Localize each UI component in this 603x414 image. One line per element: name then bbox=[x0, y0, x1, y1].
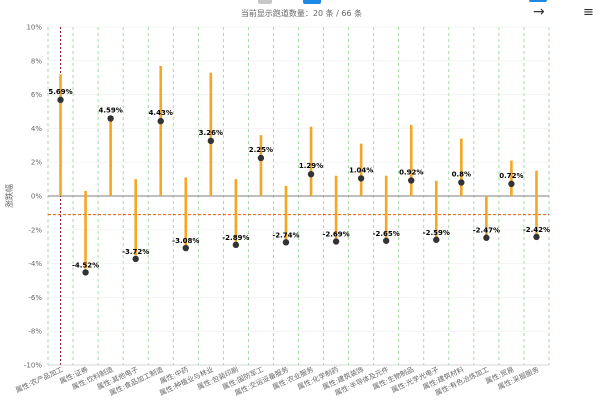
range-bar bbox=[234, 179, 238, 244]
top-toolbar: 当前显示跑道数量：20 条 / 66 条 → ≡ bbox=[0, 0, 603, 22]
data-point bbox=[483, 234, 490, 241]
range-bar bbox=[259, 135, 263, 196]
data-point bbox=[458, 179, 465, 186]
data-label: -2.69% bbox=[322, 230, 349, 238]
data-label: 2.25% bbox=[249, 146, 273, 154]
range-bar bbox=[209, 72, 213, 196]
range-bar bbox=[460, 138, 463, 196]
data-labels: 5.69% -4.52% 4.59% -3.72% 4.43% -3.08% 3.26% -2… bbox=[48, 88, 550, 270]
y-axis: -10% -8% -6% -4% -2% 0% 2% 4% 6% 8% 10% bbox=[24, 24, 42, 370]
arrow-right-icon[interactable]: → bbox=[533, 4, 545, 20]
range-bar bbox=[384, 175, 388, 240]
range-bar bbox=[510, 160, 513, 196]
data-label: -2.42% bbox=[523, 226, 550, 234]
y-tick-label: 0% bbox=[31, 193, 42, 201]
data-label: 0.8% bbox=[452, 170, 471, 178]
data-point bbox=[207, 137, 215, 145]
y-tick-label: -8% bbox=[28, 328, 42, 336]
data-label: -2.65% bbox=[373, 230, 400, 238]
range-bars bbox=[59, 65, 538, 269]
range-bar bbox=[434, 180, 438, 239]
data-label: 0.92% bbox=[399, 168, 423, 176]
y-tick-label: -6% bbox=[28, 294, 42, 302]
data-point bbox=[157, 117, 164, 125]
range-bar bbox=[359, 143, 363, 196]
data-point bbox=[282, 239, 290, 246]
data-point bbox=[533, 233, 540, 241]
y-tick-label: -10% bbox=[24, 362, 42, 370]
data-label: -3.08% bbox=[172, 237, 199, 245]
data-point bbox=[332, 238, 340, 245]
hamburger-menu-icon[interactable]: ≡ bbox=[583, 5, 594, 20]
data-point bbox=[232, 241, 240, 249]
data-point bbox=[57, 96, 64, 104]
range-bar bbox=[184, 177, 188, 247]
range-bar bbox=[309, 126, 313, 196]
y-tick-label: 10% bbox=[26, 24, 42, 32]
y-tick-label: -2% bbox=[28, 226, 42, 234]
data-label: 1.04% bbox=[349, 166, 373, 174]
data-point bbox=[182, 244, 189, 252]
data-label: -2.89% bbox=[222, 234, 249, 242]
data-label: 4.43% bbox=[149, 109, 173, 117]
range-bar bbox=[334, 175, 338, 239]
range-bar bbox=[159, 65, 163, 197]
data-label: -4.52% bbox=[72, 261, 99, 269]
data-point bbox=[508, 180, 515, 188]
y-tick-label: 6% bbox=[31, 91, 42, 99]
data-point bbox=[257, 154, 265, 162]
data-label: -2.74% bbox=[272, 231, 299, 239]
data-point bbox=[433, 236, 440, 243]
data-label: 4.59% bbox=[98, 106, 122, 114]
range-bar bbox=[485, 196, 488, 237]
y-tick-label: 2% bbox=[31, 159, 42, 167]
range-bar bbox=[109, 116, 112, 196]
data-label: 3.26% bbox=[199, 129, 223, 137]
data-point bbox=[307, 170, 315, 178]
range-bar bbox=[134, 179, 137, 256]
data-label: -3.72% bbox=[122, 248, 149, 256]
data-label: 5.69% bbox=[48, 88, 72, 96]
y-axis-title: 涨跌幅 bbox=[4, 184, 14, 208]
data-point bbox=[82, 269, 89, 276]
toolbar-button-blue-right[interactable] bbox=[529, 0, 547, 2]
range-bar bbox=[284, 185, 288, 240]
x-axis: 属性:农产品加工属性:证券属性:饮料制造属性:其他电子属性:食品加工制造属性:中… bbox=[14, 364, 549, 397]
toolbar-button-grey[interactable] bbox=[258, 0, 272, 4]
y-tick-label: 8% bbox=[31, 57, 42, 65]
y-tick-label: 4% bbox=[31, 125, 42, 133]
data-label: 0.72% bbox=[499, 172, 523, 180]
data-point bbox=[382, 237, 390, 244]
range-bar bbox=[409, 125, 413, 196]
data-points bbox=[57, 96, 540, 276]
data-label: 1.29% bbox=[299, 162, 323, 170]
range-bar bbox=[59, 74, 62, 196]
runway-count-status: 当前显示跑道数量：20 条 / 66 条 bbox=[240, 9, 363, 18]
range-bar bbox=[535, 170, 538, 235]
data-point bbox=[107, 115, 114, 122]
data-label: -2.47% bbox=[473, 227, 500, 235]
data-point bbox=[357, 175, 365, 182]
data-point bbox=[408, 177, 415, 184]
y-tick-label: -4% bbox=[28, 260, 42, 268]
data-label: -2.59% bbox=[423, 229, 450, 237]
range-bar bbox=[84, 190, 87, 269]
data-point bbox=[132, 255, 139, 263]
toolbar-button-blue[interactable] bbox=[303, 0, 321, 4]
